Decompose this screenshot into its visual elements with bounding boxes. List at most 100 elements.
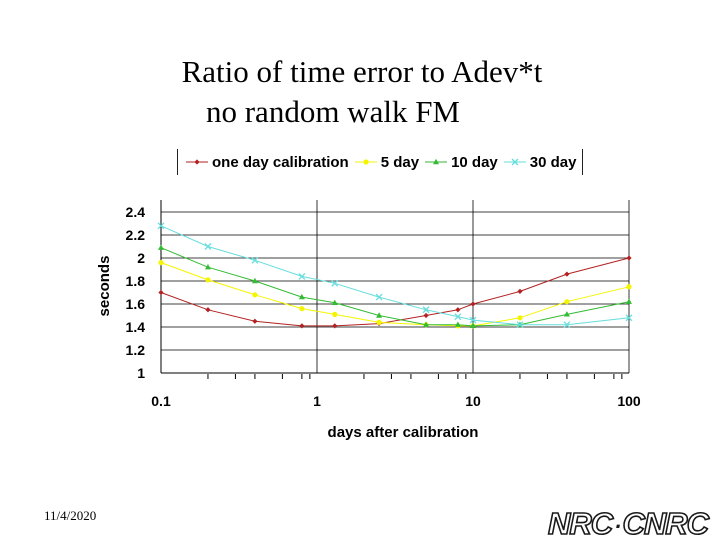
data-point: [332, 311, 338, 317]
slide-title-line1: Ratio of time error to Adev*t: [181, 54, 543, 89]
y-tick-label: 2: [137, 250, 145, 266]
slide-title-line2: no random walk FM: [205, 94, 460, 129]
data-point: [299, 323, 305, 329]
data-point: [423, 321, 430, 327]
marker-stroke: [157, 222, 165, 230]
logo-separator: ·: [614, 514, 621, 539]
data-point: [422, 306, 430, 314]
y-tick-label: 1.6: [126, 296, 146, 312]
data-point: [511, 158, 519, 166]
series-30-day: [157, 222, 633, 329]
y-tick-label: 1.2: [126, 342, 146, 358]
data-point: [433, 158, 440, 165]
series-line: [160, 262, 630, 327]
data-point: [626, 255, 632, 261]
data-point: [251, 256, 259, 264]
data-point: [454, 321, 461, 327]
data-point: [470, 322, 476, 329]
data-point: [516, 321, 524, 329]
series-line: [160, 225, 630, 326]
marker-stroke: [375, 293, 383, 301]
data-point: [517, 315, 523, 321]
data-point: [376, 312, 383, 318]
data-point: [204, 264, 211, 270]
data-point: [626, 284, 632, 290]
data-point: [626, 298, 632, 304]
legend-item: 10 day: [425, 154, 498, 171]
data-point: [298, 272, 306, 280]
data-point: [470, 301, 476, 307]
x-tick-label: 0.1: [151, 393, 171, 409]
x-axis-label: days after calibration: [328, 424, 479, 441]
data-point: [157, 222, 165, 230]
x-tick-label: 10: [465, 393, 481, 409]
data-point: [423, 312, 429, 319]
data-point: [194, 159, 200, 165]
data-point: [252, 318, 258, 324]
data-point: [564, 271, 570, 277]
series-line: [160, 257, 630, 327]
y-tick-label: 2.2: [126, 227, 146, 243]
slide-date: 11/4/2020: [44, 508, 97, 523]
legend-swatch: [425, 158, 448, 165]
legend-item: 5 day: [354, 153, 420, 171]
legend-label: 10 day: [451, 153, 498, 171]
marker-stroke: [563, 321, 571, 329]
series-line: [160, 247, 630, 327]
series-one-day-calibration: [158, 255, 632, 329]
marker-stroke: [422, 306, 430, 314]
data-point: [331, 279, 339, 287]
legend-item: 30 day: [503, 153, 577, 171]
x-tick-label: 100: [617, 393, 641, 409]
data-point: [625, 314, 633, 322]
data-point: [252, 292, 258, 298]
legend-label: 5 day: [380, 153, 420, 171]
data-point: [205, 307, 211, 313]
y-tick-label: 1.8: [126, 273, 146, 289]
data-point: [332, 323, 338, 329]
legend-swatch: [354, 159, 377, 165]
logo-cnrc: CNRC: [622, 506, 710, 541]
y-tick-label: 1: [137, 365, 145, 381]
x-tick-label: 1: [313, 393, 321, 409]
marker-stroke: [511, 158, 519, 166]
data-point: [251, 277, 258, 284]
marker-stroke: [331, 279, 339, 287]
data-point: [158, 244, 164, 250]
marker-stroke: [469, 316, 477, 324]
data-point: [158, 289, 164, 296]
data-point: [376, 319, 382, 325]
y-axis-label: seconds: [96, 256, 113, 317]
slide-title: Ratio of time error to Adev*t no random …: [0, 52, 720, 132]
legend-swatch: [503, 158, 526, 166]
data-point: [299, 306, 305, 312]
data-point: [205, 277, 211, 283]
y-tick-label: 2.4: [126, 204, 146, 220]
data-point: [563, 321, 571, 329]
data-point: [564, 299, 570, 305]
data-point: [469, 316, 477, 324]
legend-item: one day calibration: [186, 154, 349, 171]
chart-axes: [160, 200, 629, 379]
data-point: [298, 293, 305, 300]
data-point: [158, 260, 164, 266]
data-point: [331, 299, 338, 306]
data-point: [454, 313, 462, 321]
nrc-cnrc-logo: NRC·CNRC: [547, 506, 710, 543]
series-10-day: [158, 244, 632, 329]
legend-label: 30 day: [529, 153, 577, 171]
marker-stroke: [625, 314, 633, 322]
marker-stroke: [251, 256, 259, 264]
chart-legend: one day calibration 5 day 10 day 30 day: [177, 149, 584, 175]
chart-labels: 2.4 2.2 2 1.8 1.6 1.4 1.2 1 0.1 1 10 100 days after …: [96, 204, 641, 441]
legend-swatch: [186, 159, 208, 165]
chart-series: [157, 222, 633, 329]
logo-nrc: NRC: [547, 506, 614, 541]
data-point: [375, 293, 383, 301]
marker-stroke: [516, 321, 524, 329]
chart-grid: [160, 200, 630, 373]
marker-stroke: [454, 313, 462, 321]
y-tick-label: 1.4: [126, 319, 146, 335]
data-point: [563, 311, 570, 317]
